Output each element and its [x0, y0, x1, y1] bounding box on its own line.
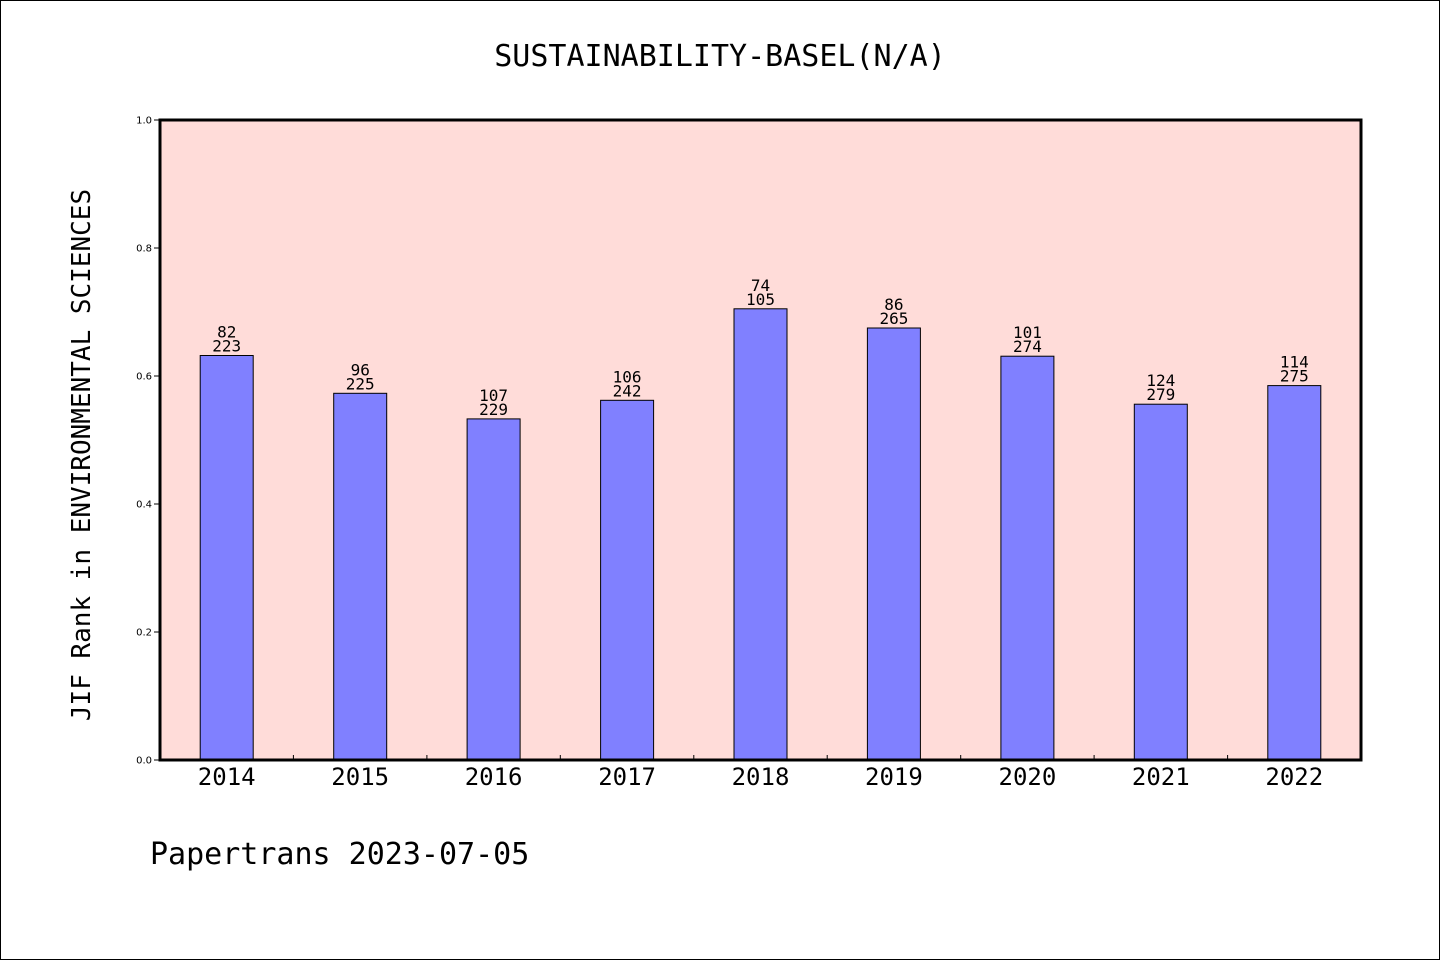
bars-layer: [199, 308, 1322, 761]
x-tick-label-2020: 2020: [999, 763, 1057, 791]
bar-label-2014-rank: 82: [217, 323, 236, 342]
bar-label-2015-rank: 96: [351, 360, 370, 379]
bar-label-2016-rank: 107: [479, 386, 508, 405]
x-tick-label-2016: 2016: [465, 763, 523, 791]
x-tick-label-2019: 2019: [865, 763, 923, 791]
bar-2020: [1000, 355, 1055, 761]
bar-label-2015-total: 225: [346, 374, 375, 393]
y-tick-label-0.6: 0.6: [136, 372, 152, 383]
bar-label-2018-total: 105: [746, 290, 775, 309]
y-tick-label-1.0: 1.0: [136, 116, 152, 127]
bar-2014: [199, 355, 254, 761]
bar-label-2020-rank: 101: [1013, 323, 1042, 342]
plot-border: [158, 118, 1363, 762]
x-tick-label-2014: 2014: [198, 763, 256, 791]
bar-2019: [866, 327, 921, 761]
footer-credit: Papertrans 2023-07-05: [150, 837, 529, 872]
y-axis-ticks: 0.0 0.2 0.4 0.6 0.8 1.0: [136, 116, 160, 767]
y-tick-label-0.0: 0.0: [136, 756, 152, 767]
x-tick-label-2015: 2015: [331, 763, 389, 791]
x-axis-ticks: 2014 2015 2016 2017 2018 2019 2020 2021 2022: [198, 755, 1323, 791]
x-tick-label-2022: 2022: [1265, 763, 1323, 791]
y-tick-label-0.2: 0.2: [136, 628, 152, 639]
bar-2018: [733, 308, 788, 761]
bar-label-2016-total: 229: [479, 400, 508, 419]
bar-2021: [1133, 403, 1188, 761]
y-tick-label-0.4: 0.4: [136, 500, 152, 511]
bar-label-2021-total: 279: [1146, 385, 1175, 404]
bar-2015: [333, 392, 388, 761]
bar-label-2017-rank: 106: [613, 367, 642, 386]
x-tick-label-2021: 2021: [1132, 763, 1190, 791]
bar-label-2022-total: 275: [1280, 367, 1309, 386]
bar-label-2018-rank: 74: [751, 276, 770, 295]
bar-label-2021-rank: 124: [1146, 371, 1175, 390]
x-tick-label-2017: 2017: [598, 763, 656, 791]
bar-label-2022-rank: 114: [1280, 353, 1309, 372]
bar-label-2020-total: 274: [1013, 337, 1042, 356]
y-tick-label-0.8: 0.8: [136, 244, 152, 255]
bar-label-2017-total: 242: [613, 381, 642, 400]
x-tick-label-2018: 2018: [732, 763, 790, 791]
bar-label-2014-total: 223: [212, 337, 241, 356]
bar-label-2019-total: 265: [879, 309, 908, 328]
bar-label-2019-rank: 86: [884, 295, 903, 314]
bar-2016: [466, 418, 521, 761]
chart-title: SUSTAINABILITY-BASEL(N/A): [494, 39, 946, 74]
y-axis-label: JIF Rank in ENVIRONMENTAL SCIENCES: [67, 189, 97, 721]
bar-2022: [1267, 385, 1322, 761]
bar-2017: [600, 399, 655, 761]
